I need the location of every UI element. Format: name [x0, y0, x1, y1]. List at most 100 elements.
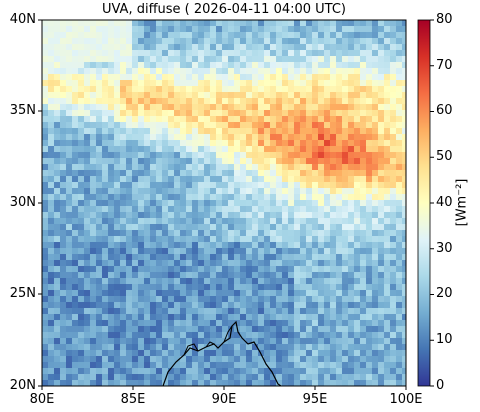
- field-cell: [312, 158, 319, 165]
- field-cell: [378, 116, 385, 123]
- field-cell: [114, 182, 121, 189]
- field-cell: [102, 368, 109, 375]
- field-cell: [132, 194, 139, 201]
- field-cell: [72, 194, 79, 201]
- field-cell: [114, 254, 121, 261]
- field-cell: [306, 110, 313, 117]
- field-cell: [318, 224, 325, 231]
- field-cell: [180, 152, 187, 159]
- field-cell: [288, 332, 295, 339]
- field-cell: [396, 116, 403, 123]
- field-cell: [336, 74, 343, 81]
- field-cell: [276, 146, 283, 153]
- field-cell: [174, 92, 181, 99]
- field-cell: [384, 296, 391, 303]
- field-cell: [360, 200, 367, 207]
- field-cell: [60, 332, 67, 339]
- field-cell: [108, 164, 115, 171]
- field-cell: [84, 344, 91, 351]
- field-cell: [72, 44, 79, 51]
- field-cell: [108, 80, 115, 87]
- field-cell: [240, 68, 247, 75]
- field-cell: [306, 380, 313, 386]
- field-cell: [282, 182, 289, 189]
- field-cell: [294, 242, 301, 249]
- field-cell: [54, 56, 61, 63]
- field-cell: [390, 146, 397, 153]
- field-cell: [222, 152, 229, 159]
- field-cell: [264, 176, 271, 183]
- field-cell: [282, 140, 289, 147]
- field-cell: [168, 98, 175, 105]
- field-cell: [72, 272, 79, 279]
- field-cell: [264, 212, 271, 219]
- field-cell: [108, 248, 115, 255]
- field-cell: [222, 236, 229, 243]
- field-cell: [372, 320, 379, 327]
- field-cell: [384, 134, 391, 141]
- field-cell: [210, 182, 217, 189]
- field-cell: [168, 236, 175, 243]
- field-cell: [186, 320, 193, 327]
- field-cell: [330, 332, 337, 339]
- field-cell: [54, 188, 61, 195]
- field-cell: [60, 194, 67, 201]
- field-cell: [234, 92, 241, 99]
- field-cell: [126, 122, 133, 129]
- field-cell: [234, 278, 241, 285]
- field-cell: [342, 362, 349, 369]
- field-cell: [288, 74, 295, 81]
- field-cell: [348, 152, 355, 159]
- field-cell: [48, 152, 55, 159]
- field-cell: [354, 344, 361, 351]
- field-cell: [324, 86, 331, 93]
- field-cell: [378, 20, 385, 27]
- field-cell: [210, 332, 217, 339]
- field-cell: [108, 224, 115, 231]
- field-cell: [366, 44, 373, 51]
- field-cell: [312, 152, 319, 159]
- field-cell: [108, 110, 115, 117]
- field-cell: [270, 104, 277, 111]
- field-cell: [168, 350, 175, 357]
- field-cell: [198, 224, 205, 231]
- field-cell: [360, 320, 367, 327]
- field-cell: [330, 68, 337, 75]
- field-cell: [336, 248, 343, 255]
- field-cell: [360, 98, 367, 105]
- field-cell: [276, 92, 283, 99]
- field-cell: [66, 278, 73, 285]
- field-cell: [270, 26, 277, 33]
- field-cell: [72, 206, 79, 213]
- field-cell: [348, 356, 355, 363]
- field-cell: [246, 92, 253, 99]
- field-cell: [180, 332, 187, 339]
- field-cell: [258, 248, 265, 255]
- field-cell: [378, 32, 385, 39]
- field-cell: [210, 248, 217, 255]
- field-cell: [252, 188, 259, 195]
- field-cell: [330, 350, 337, 357]
- field-cell: [252, 146, 259, 153]
- field-cell: [204, 314, 211, 321]
- field-cell: [156, 332, 163, 339]
- field-cell: [84, 68, 91, 75]
- field-cell: [96, 134, 103, 141]
- field-cell: [366, 320, 373, 327]
- field-cell: [210, 32, 217, 39]
- field-cell: [114, 56, 121, 63]
- field-cell: [342, 74, 349, 81]
- field-cell: [138, 194, 145, 201]
- field-cell: [264, 200, 271, 207]
- field-cell: [54, 152, 61, 159]
- field-cell: [60, 80, 67, 87]
- field-cell: [198, 56, 205, 63]
- field-cell: [186, 164, 193, 171]
- field-cell: [240, 116, 247, 123]
- field-cell: [114, 344, 121, 351]
- field-cell: [48, 350, 55, 357]
- field-cell: [288, 176, 295, 183]
- field-cell: [138, 296, 145, 303]
- field-cell: [162, 206, 169, 213]
- field-cell: [312, 200, 319, 207]
